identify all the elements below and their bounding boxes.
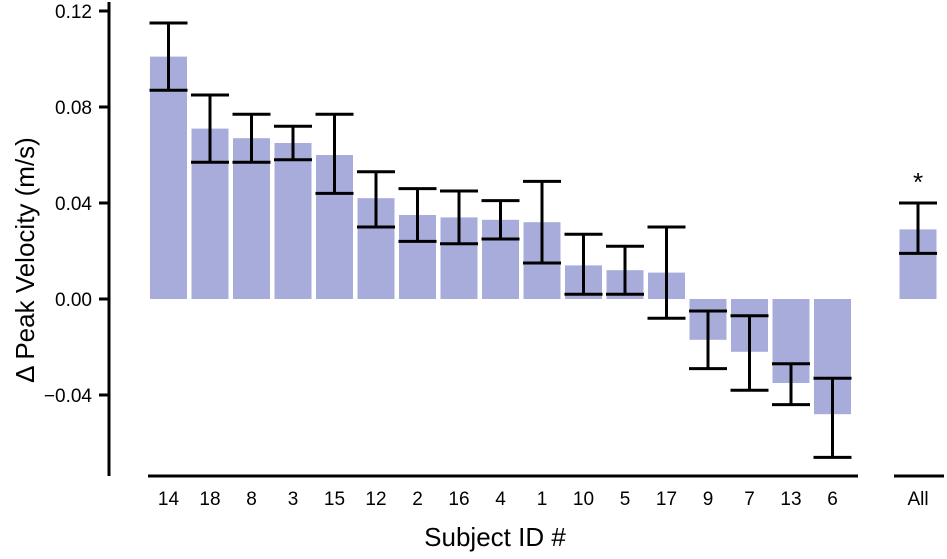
x-tick-label: 13 [780,489,801,510]
error-bar-10 [564,232,603,296]
x-tick-label: 4 [495,489,506,510]
y-tick-label: 0.08 [55,98,92,119]
x-tick-label: 16 [448,489,469,510]
error-bar-7 [730,314,769,392]
error-bar-5 [606,244,644,296]
x-tick-label: 3 [288,489,299,510]
y-tick-label: 0.00 [55,290,92,311]
axes-group [107,2,944,478]
x-tick-label: 17 [656,489,677,510]
x-tick-label: 5 [620,489,631,510]
y-ticks-group: 0.12 0.08 0.04 0.00 −0.04 [44,2,109,407]
error-bar-1 [523,179,561,265]
error-bar-4 [481,199,520,241]
y-tick-label: −0.04 [44,386,93,407]
x-tick-label: 1 [537,489,548,510]
error-bar-13 [772,362,810,407]
y-axis-title: Δ Peak Velocity (m/s) [10,137,40,383]
error-bar-16 [440,189,478,246]
x-tick-label: All [907,489,928,510]
x-tick-label: 6 [827,489,838,510]
error-bar-14 [149,21,188,92]
x-tick-label: 9 [703,489,714,510]
x-tick-label: 8 [246,489,257,510]
error-bar-17 [647,225,686,320]
error-bar-9 [689,309,727,371]
error-bar-All [899,201,937,255]
error-bar-18 [191,93,229,164]
error-bar-12 [357,170,395,229]
bar-8 [233,138,270,299]
x-tick-label: 12 [365,489,386,510]
x-tick-label: 14 [158,489,180,510]
bar-14 [150,56,187,299]
error-bars-group [149,21,937,459]
significance-annotation: * [913,167,923,197]
x-ticks-group: 14 18 8 3 15 12 2 16 4 1 10 5 17 9 7 13 6 All [158,489,929,510]
y-tick-label: 0.04 [55,194,92,215]
x-tick-label: 15 [324,489,345,510]
bar-3 [274,143,312,299]
error-bar-2 [398,187,437,243]
error-bar-6 [813,376,852,459]
x-tick-label: 2 [412,489,423,510]
x-tick-label: 18 [199,489,220,510]
x-axis-title: Subject ID # [424,522,566,552]
error-bar-15 [315,112,354,195]
y-tick-label: 0.12 [55,2,92,23]
error-bar-8 [232,112,271,164]
x-tick-label: 10 [573,489,594,510]
x-tick-label: 7 [744,489,755,510]
error-bar-3 [274,124,312,162]
